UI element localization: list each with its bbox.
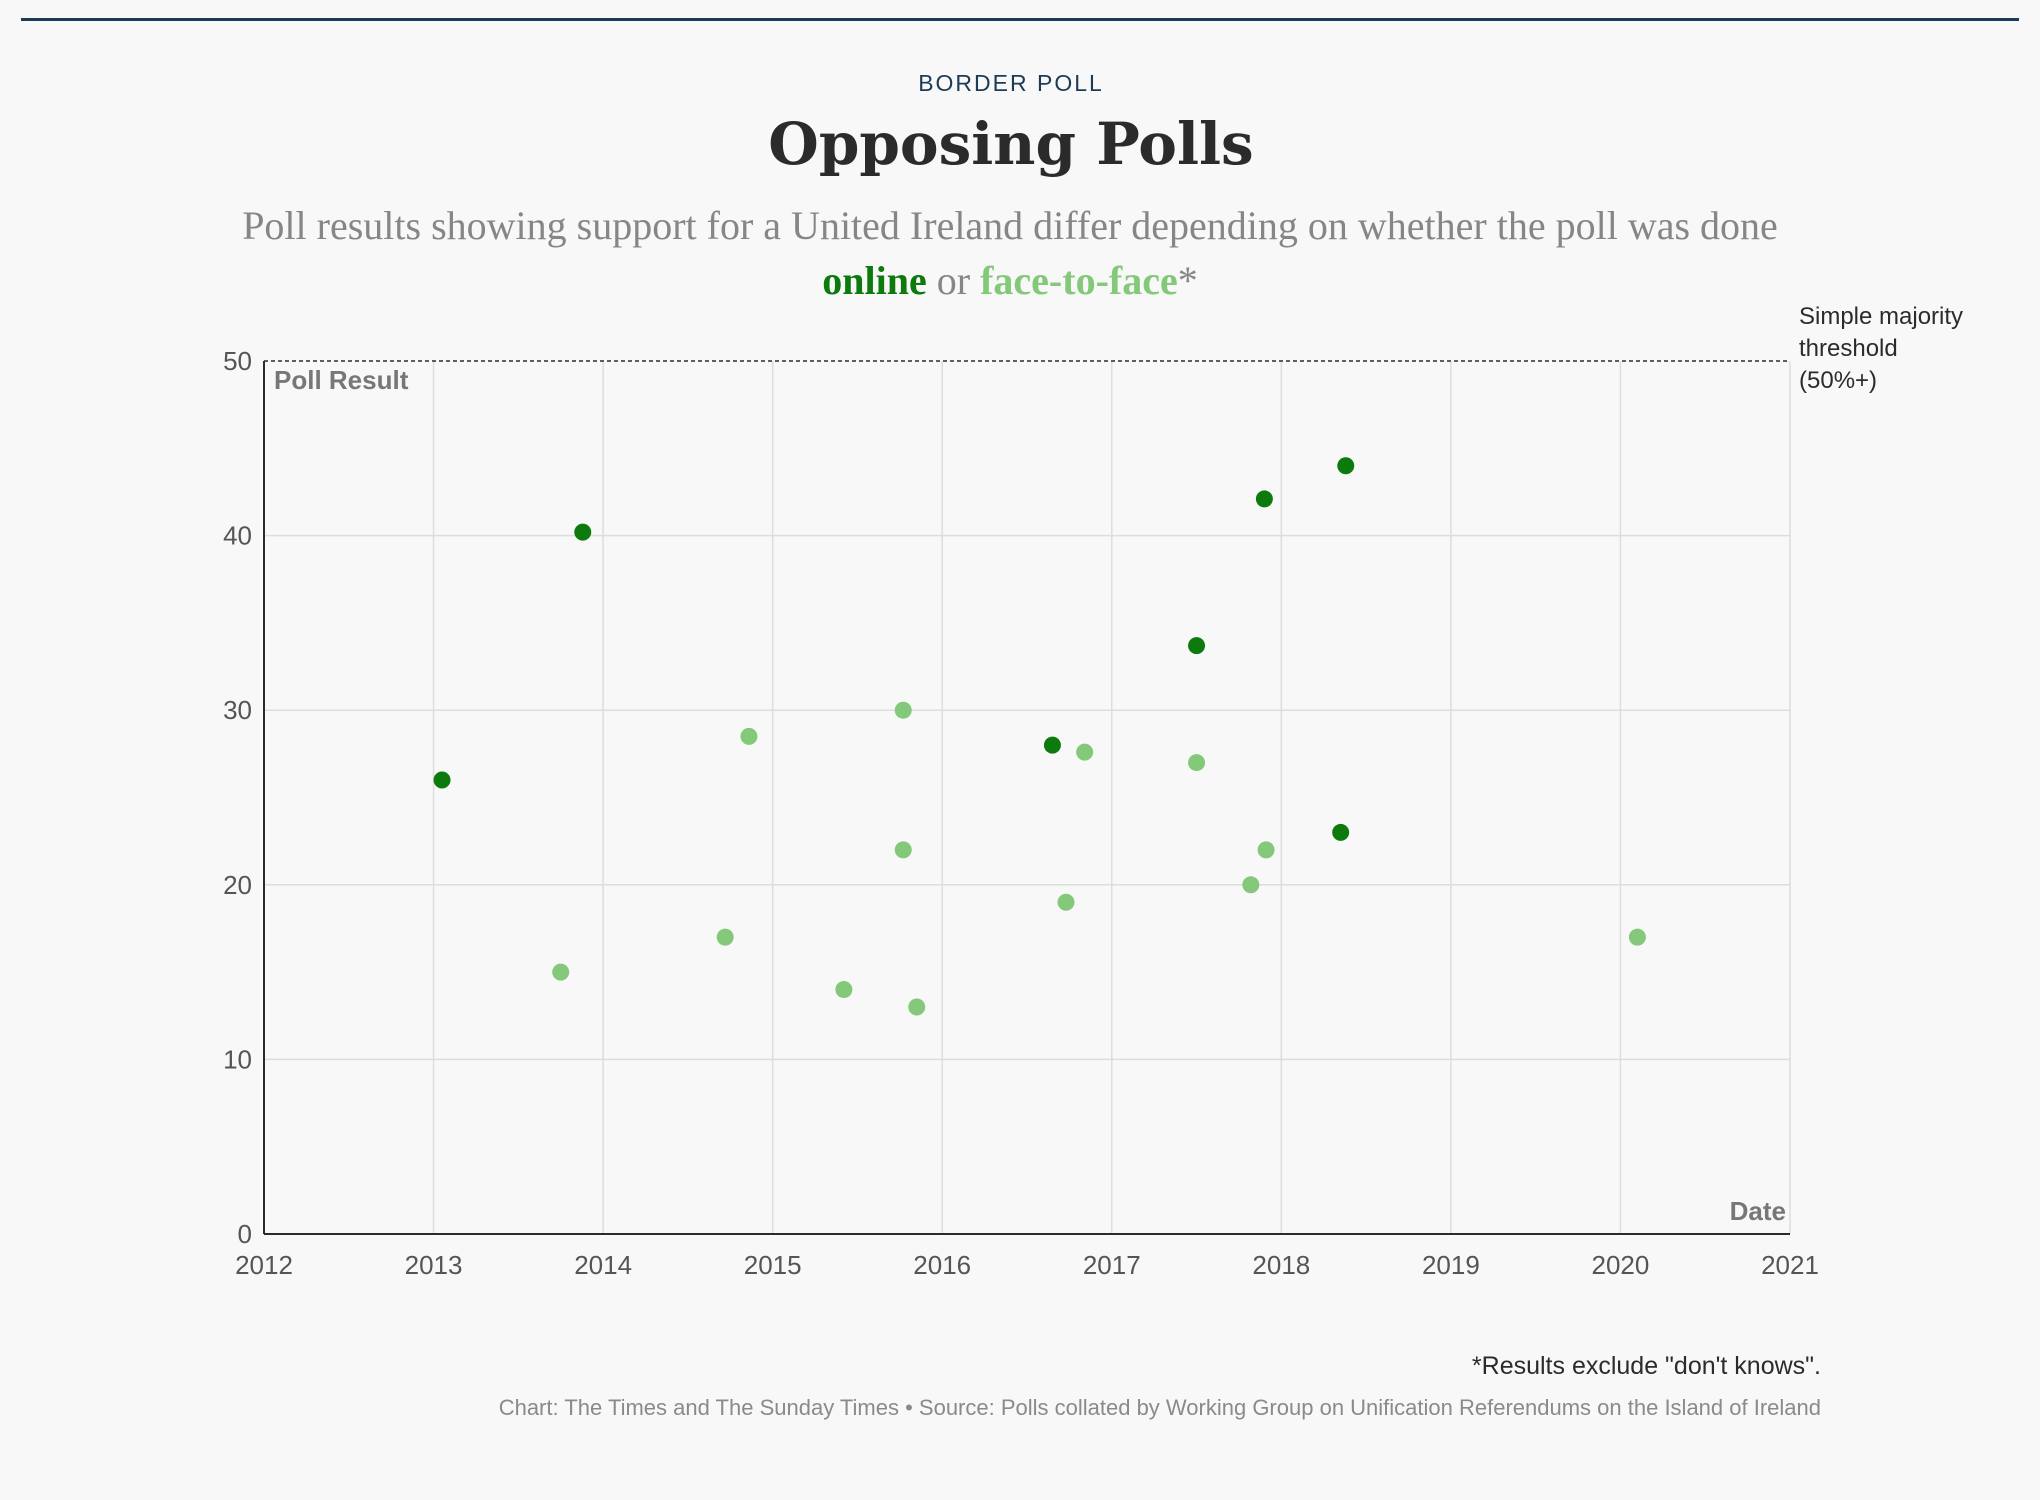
top-rule <box>21 18 2019 21</box>
online-poll-point <box>1337 457 1355 475</box>
x-tick-label: 2019 <box>1422 1250 1480 1280</box>
kicker: BORDER POLL <box>918 70 1104 96</box>
y-tick-label: 40 <box>223 521 252 551</box>
online-poll-point <box>1332 823 1350 841</box>
face-to-face-poll-point <box>908 998 926 1016</box>
face-to-face-poll-point <box>1188 754 1206 772</box>
chart-title: Opposing Polls <box>768 110 1254 178</box>
legend-online: online <box>822 258 927 303</box>
face-to-face-poll-point <box>1057 893 1075 911</box>
face-to-face-poll-point <box>552 963 570 981</box>
threshold-label-line: (50%+) <box>1799 367 1877 394</box>
online-poll-point <box>574 523 592 541</box>
subtitle-asterisk: * <box>1177 258 1198 303</box>
y-tick-label: 10 <box>223 1044 252 1074</box>
threshold-label-line: Simple majority <box>1799 303 1963 330</box>
x-tick-label: 2015 <box>744 1250 802 1280</box>
x-tick-label: 2021 <box>1761 1250 1819 1280</box>
y-tick-label: 0 <box>238 1219 252 1249</box>
face-to-face-poll-point <box>1076 743 1094 761</box>
y-tick-label: 20 <box>223 870 252 900</box>
y-axis-title: Poll Result <box>274 365 409 395</box>
subtitle-or: or <box>926 258 981 303</box>
online-poll-point <box>1255 490 1273 508</box>
x-tick-label: 2018 <box>1252 1250 1310 1280</box>
online-poll-point <box>1043 736 1061 754</box>
face-to-face-poll-point <box>894 701 912 719</box>
x-tick-label: 2013 <box>405 1250 463 1280</box>
y-tick-label: 50 <box>223 346 252 376</box>
x-tick-label: 2020 <box>1592 1250 1650 1280</box>
face-to-face-poll-point <box>894 841 912 859</box>
threshold-label: Simple majority threshold (50%+) <box>1799 303 1963 394</box>
online-poll-point <box>1188 637 1206 655</box>
chart-subtitle: Poll results showing support for a Unite… <box>210 198 1810 308</box>
x-axis-title: Date <box>1730 1196 1786 1226</box>
face-to-face-poll-point <box>1628 928 1646 946</box>
face-to-face-poll-point <box>835 981 853 999</box>
x-tick-label: 2017 <box>1083 1250 1141 1280</box>
y-tick-label: 30 <box>223 695 252 725</box>
face-to-face-poll-point <box>716 928 734 946</box>
source-credit: Chart: The Times and The Sunday Times • … <box>498 1395 1821 1420</box>
x-tick-label: 2014 <box>574 1250 632 1280</box>
face-to-face-poll-point <box>1257 841 1275 859</box>
face-to-face-poll-point <box>740 727 758 745</box>
legend-face-to-face: face-to-face <box>980 258 1178 303</box>
face-to-face-poll-point <box>1242 876 1260 894</box>
threshold-label-line: threshold <box>1799 335 1898 362</box>
subtitle-text: Poll results showing support for a Unite… <box>242 203 1778 248</box>
footnote: *Results exclude "don't knows". <box>1471 1352 1821 1380</box>
online-poll-point <box>433 771 451 789</box>
x-tick-label: 2016 <box>913 1250 971 1280</box>
x-tick-label: 2012 <box>235 1250 293 1280</box>
